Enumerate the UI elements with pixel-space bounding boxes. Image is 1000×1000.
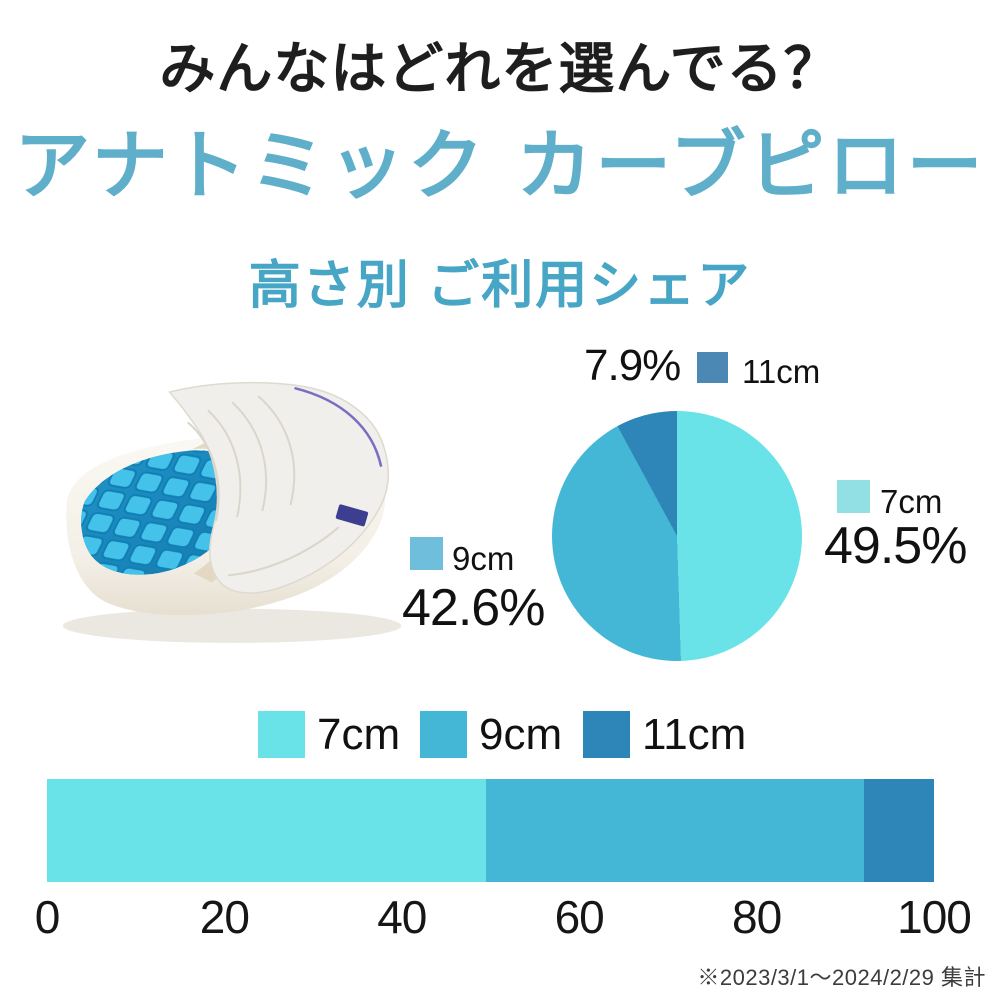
bar-legend-label-9cm: 9cm	[479, 709, 563, 759]
x-axis-tick-60: 60	[554, 891, 605, 943]
pie-label-9cm: 9cm	[452, 540, 515, 577]
x-axis-tick-80: 80	[732, 891, 782, 943]
legend-chip-7cm-pie	[837, 480, 870, 513]
footnote: ※2023/3/1～2024/2/29 集計	[697, 965, 986, 990]
legend-chip-9cm-pie	[410, 537, 443, 570]
bar-legend-item-11cm: 11cm	[583, 710, 746, 758]
pillow-shadow	[62, 608, 402, 643]
cover-folds	[187, 395, 340, 577]
stacked-bar-chart	[47, 779, 934, 882]
legend-chip-7cm-bar	[258, 710, 305, 758]
pillow-product-image	[38, 378, 406, 660]
bar-legend-item-9cm: 9cm	[420, 710, 562, 758]
product-title: アナトミック カーブピロー	[14, 121, 986, 210]
page-title: みんなはどれを選んでる？	[159, 37, 841, 100]
bar-legend-item-7cm: 7cm	[258, 710, 400, 758]
pie-label-7cm: 7cm	[880, 483, 943, 520]
legend-chip-11cm-pie	[697, 352, 728, 383]
legend-chip-11cm-bar	[583, 710, 630, 758]
bar-segment-11cm	[863, 779, 934, 882]
pie-value-9cm: 42.6%	[402, 579, 545, 637]
bar-segment-7cm	[47, 779, 487, 882]
pie-value-11cm: 7.9%	[584, 341, 681, 390]
pie-label-11cm: 11cm	[742, 353, 821, 390]
chart-subtitle: 高さ別 ご利用シェア	[248, 257, 752, 315]
cover-piping	[294, 386, 383, 467]
brand-tag	[335, 504, 369, 527]
x-axis-tick-0: 0	[34, 891, 61, 943]
bar-legend-label-7cm: 7cm	[317, 709, 401, 759]
pillow-illustration-svg	[62, 381, 402, 643]
legend-chip-9cm-bar	[420, 710, 467, 758]
pie-value-7cm: 49.5%	[824, 517, 967, 575]
x-axis-tick-40: 40	[377, 891, 427, 943]
x-axis: 0 20 40 60 80 100	[35, 890, 972, 944]
pillow-cover	[168, 381, 389, 594]
bar-segment-9cm	[486, 779, 864, 882]
x-axis-tick-100: 100	[897, 891, 972, 943]
bar-legend-label-11cm: 11cm	[642, 709, 747, 759]
x-axis-tick-20: 20	[199, 891, 250, 943]
pie-chart	[552, 411, 802, 661]
